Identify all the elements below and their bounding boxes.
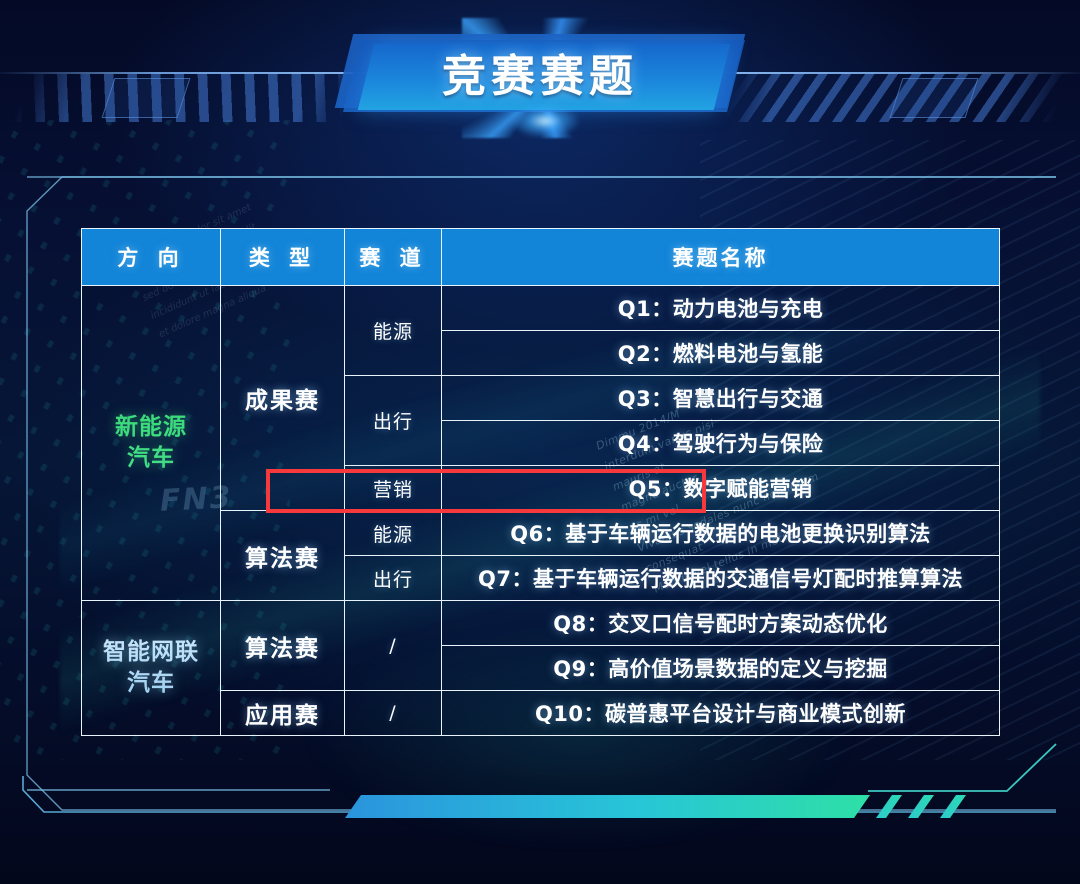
- title-banner: 竞赛赛题: [0, 0, 1080, 150]
- table-row[interactable]: 智能网联 汽车 算法赛 / Q8：交叉口信号配时方案动态优化: [81, 600, 1000, 736]
- col-header-direction: 方 向: [81, 228, 221, 286]
- topic-cell-q9[interactable]: Q9：高价值场景数据的定义与挖掘: [441, 645, 1000, 691]
- track-cell-slash-1: /: [344, 600, 442, 691]
- table-row[interactable]: 算法赛 能源 Q6：基于车辆运行数据的电池更换识别算法: [82, 510, 1000, 601]
- table-row[interactable]: 应用赛 / Q10：碳普惠平台设计与商业模式创新: [82, 690, 1000, 736]
- topic-cell-q4[interactable]: Q4：驾驶行为与保险: [441, 420, 1000, 466]
- direction-line-2: 汽车: [127, 445, 175, 471]
- frame-left-top-chamfer: [26, 176, 1056, 811]
- track-cell-marketing: 营销: [344, 465, 442, 511]
- table-row[interactable]: Q9：高价值场景数据的定义与挖掘: [82, 645, 1000, 691]
- banner-core-glow: [510, 104, 580, 138]
- col-header-title: 赛题名称: [441, 228, 1000, 286]
- type-cell-algorithm-2: 算法赛: [220, 600, 345, 691]
- type-cell-algorithm-1: 算法赛: [220, 510, 345, 601]
- col-header-type: 类 型: [220, 228, 345, 286]
- direction-cell-new-energy: 新能源 汽车: [81, 285, 221, 601]
- direction-cell-intelligent-connected: 智能网联 汽车: [81, 600, 221, 736]
- frame-right-bottom-chamfer: [868, 743, 1057, 792]
- type-cell-application: 应用赛: [220, 690, 345, 736]
- topic-cell-q10[interactable]: Q10：碳普惠平台设计与商业模式创新: [441, 690, 1000, 736]
- topic-cell-q6[interactable]: Q6：基于车辆运行数据的电池更换识别算法: [441, 510, 1000, 556]
- bottom-accent-bar: [345, 795, 870, 818]
- table-row[interactable]: 新能源 汽车 成果赛 能源 Q1：动力电池与充电: [81, 285, 1000, 601]
- direction-line-2: 汽车: [127, 670, 175, 696]
- topic-cell-q7[interactable]: Q7：基于车辆运行数据的交通信号灯配时推算算法: [441, 555, 1000, 601]
- topic-cell-q1[interactable]: Q1：动力电池与充电: [441, 285, 1000, 331]
- type-cell-achievement: 成果赛: [220, 285, 345, 511]
- topic-cell-q3[interactable]: Q3：智慧出行与交通: [441, 375, 1000, 421]
- track-cell-energy-1: 能源: [344, 285, 442, 376]
- table-row[interactable]: 出行 Q7：基于车辆运行数据的交通信号灯配时推算算法: [82, 555, 1000, 601]
- table-header-row: 方 向 类 型 赛 道 赛题名称: [81, 228, 1000, 286]
- track-cell-travel-2: 出行: [344, 555, 442, 601]
- table-row[interactable]: Q4：驾驶行为与保险: [82, 420, 1000, 466]
- track-cell-slash-2: /: [344, 690, 442, 736]
- direction-line-1: 新能源: [115, 414, 187, 440]
- competition-topics-table: 方 向 类 型 赛 道 赛题名称 新能源 汽车 成果赛 能源 Q1：动力电池与充…: [81, 228, 1000, 736]
- page-title: 竞赛赛题: [442, 51, 638, 102]
- table-row[interactable]: Q2：燃料电池与氢能: [82, 330, 1000, 376]
- topic-cell-q8[interactable]: Q8：交叉口信号配时方案动态优化: [441, 600, 1000, 646]
- banner-rail-left: [0, 72, 410, 74]
- competition-topics-table-wrapper: 方 向 类 型 赛 道 赛题名称 新能源 汽车 成果赛 能源 Q1：动力电池与充…: [81, 228, 1000, 736]
- table-row[interactable]: 出行 Q3：智慧出行与交通: [82, 375, 1000, 466]
- col-header-track: 赛 道: [344, 228, 442, 286]
- track-cell-travel-1: 出行: [344, 375, 442, 466]
- topic-cell-q2[interactable]: Q2：燃料电池与氢能: [441, 330, 1000, 376]
- topic-cell-q5[interactable]: Q5：数字赋能营销: [441, 465, 1000, 511]
- direction-line-1: 智能网联: [103, 639, 199, 665]
- track-cell-energy-2: 能源: [344, 510, 442, 556]
